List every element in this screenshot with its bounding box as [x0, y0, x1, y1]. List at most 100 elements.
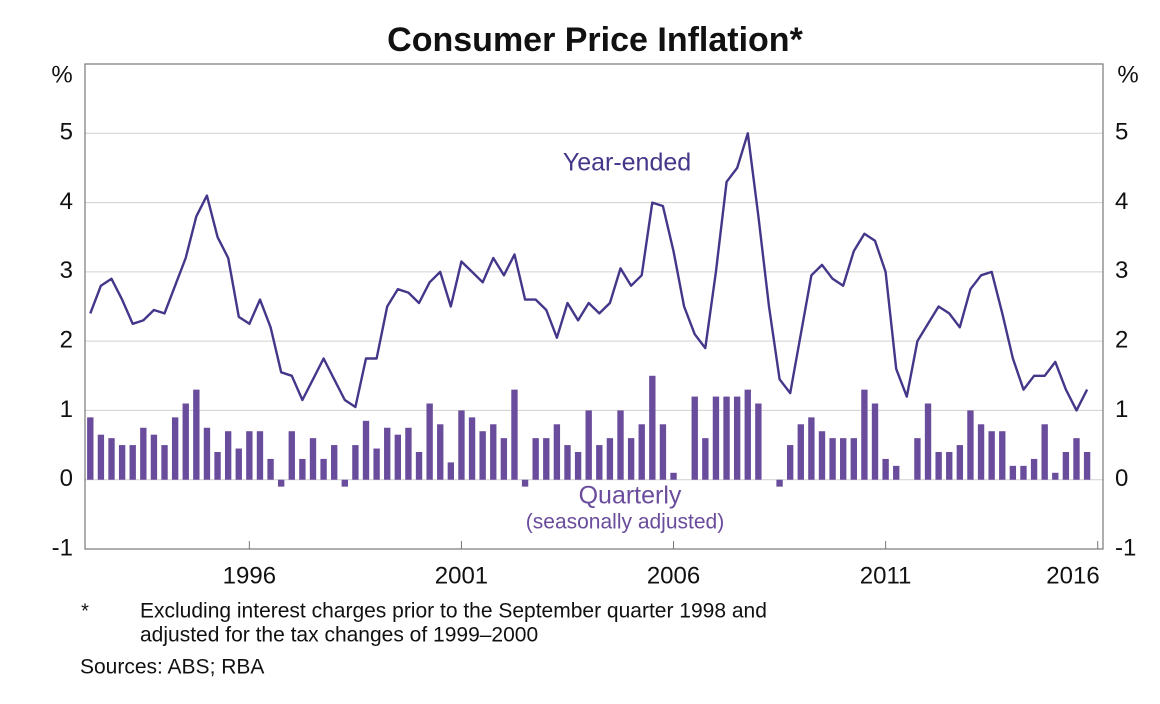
bar	[702, 438, 709, 480]
bar	[97, 434, 105, 480]
bar	[129, 445, 136, 480]
bar	[691, 396, 698, 480]
y-unit-left: %	[51, 61, 72, 88]
bar	[967, 410, 974, 480]
bar	[479, 431, 486, 480]
bar	[511, 389, 518, 480]
bar	[108, 438, 115, 480]
y-tick-label: 0	[1115, 465, 1128, 492]
series-label: Quarterly	[579, 482, 682, 510]
bar	[543, 438, 550, 480]
bar	[309, 438, 317, 480]
bar	[1030, 458, 1038, 480]
y-tick-label: 0	[60, 465, 73, 492]
bar	[659, 424, 667, 480]
bar	[171, 417, 179, 480]
bar	[267, 458, 274, 480]
y-tick-label: 5	[1115, 119, 1128, 146]
bar	[1062, 452, 1070, 480]
bar	[829, 438, 836, 480]
bar	[744, 389, 751, 480]
chart-title: Consumer Price Inflation*	[387, 21, 803, 59]
bar	[394, 434, 402, 480]
bar	[893, 465, 900, 480]
y-tick-label: 1	[60, 396, 73, 423]
footnote: adjusted for the tax changes of 1999–200…	[140, 624, 538, 647]
bar	[468, 417, 476, 480]
bar	[532, 438, 539, 480]
plot-frame	[84, 63, 1104, 550]
bar	[776, 479, 783, 487]
footnote-marker: *	[81, 600, 89, 622]
bar	[596, 445, 603, 480]
y-tick-label: -1	[1115, 534, 1136, 561]
x-tick-label: 2006	[647, 562, 700, 589]
bar	[564, 445, 571, 480]
bar	[182, 403, 189, 480]
bar	[373, 448, 380, 480]
y-tick-label: 4	[60, 188, 73, 215]
bar	[341, 479, 348, 487]
bar	[1041, 424, 1048, 480]
series-label: Year-ended	[563, 149, 691, 177]
bar	[797, 424, 804, 480]
bar	[193, 389, 200, 480]
y-tick-label: 2	[1115, 326, 1128, 353]
bar	[352, 445, 359, 480]
bar	[521, 479, 529, 487]
bar	[447, 462, 455, 480]
bar	[458, 410, 465, 480]
x-tick-label: 2001	[435, 562, 488, 589]
bar	[1052, 472, 1059, 480]
bar	[1083, 452, 1091, 480]
bar	[235, 448, 242, 480]
y-tick-label: 4	[1115, 188, 1128, 215]
bar	[882, 458, 889, 480]
bar	[118, 445, 126, 480]
bar	[224, 431, 232, 480]
bar	[574, 452, 582, 480]
bar	[299, 458, 306, 480]
bar	[1073, 438, 1080, 480]
bar	[415, 452, 423, 480]
bar	[723, 396, 730, 480]
bar	[946, 452, 953, 480]
bar	[1020, 465, 1027, 480]
bar	[935, 452, 942, 480]
bar	[712, 396, 720, 480]
y-tick-label: 2	[60, 326, 73, 353]
bar	[861, 389, 868, 480]
bar	[786, 445, 794, 480]
bar	[362, 420, 370, 480]
line	[89, 132, 1089, 412]
y-tick-label: 1	[1115, 396, 1128, 423]
bar	[150, 434, 158, 480]
bar	[331, 445, 338, 480]
bar	[490, 424, 497, 480]
bar	[320, 458, 327, 480]
bar	[627, 438, 635, 480]
bar	[755, 403, 762, 480]
bar	[214, 452, 221, 480]
y-tick-label: -1	[52, 534, 73, 561]
bar	[617, 410, 624, 480]
bar	[988, 431, 995, 480]
bar	[924, 403, 932, 480]
bar	[277, 479, 285, 487]
bar	[500, 438, 508, 480]
bar	[606, 438, 614, 480]
bar	[638, 424, 645, 480]
bar	[670, 472, 677, 480]
x-tick-label: 2016	[1046, 562, 1099, 589]
bar	[384, 427, 391, 480]
footnote: Excluding interest charges prior to the …	[140, 600, 767, 623]
sources: Sources: ABS; RBA	[80, 656, 264, 679]
bar	[733, 396, 741, 480]
bar	[585, 410, 592, 480]
x-tick-label: 2011	[860, 562, 912, 589]
bar	[553, 424, 561, 480]
bar	[840, 438, 847, 480]
bar	[87, 417, 94, 480]
bar	[161, 445, 168, 480]
